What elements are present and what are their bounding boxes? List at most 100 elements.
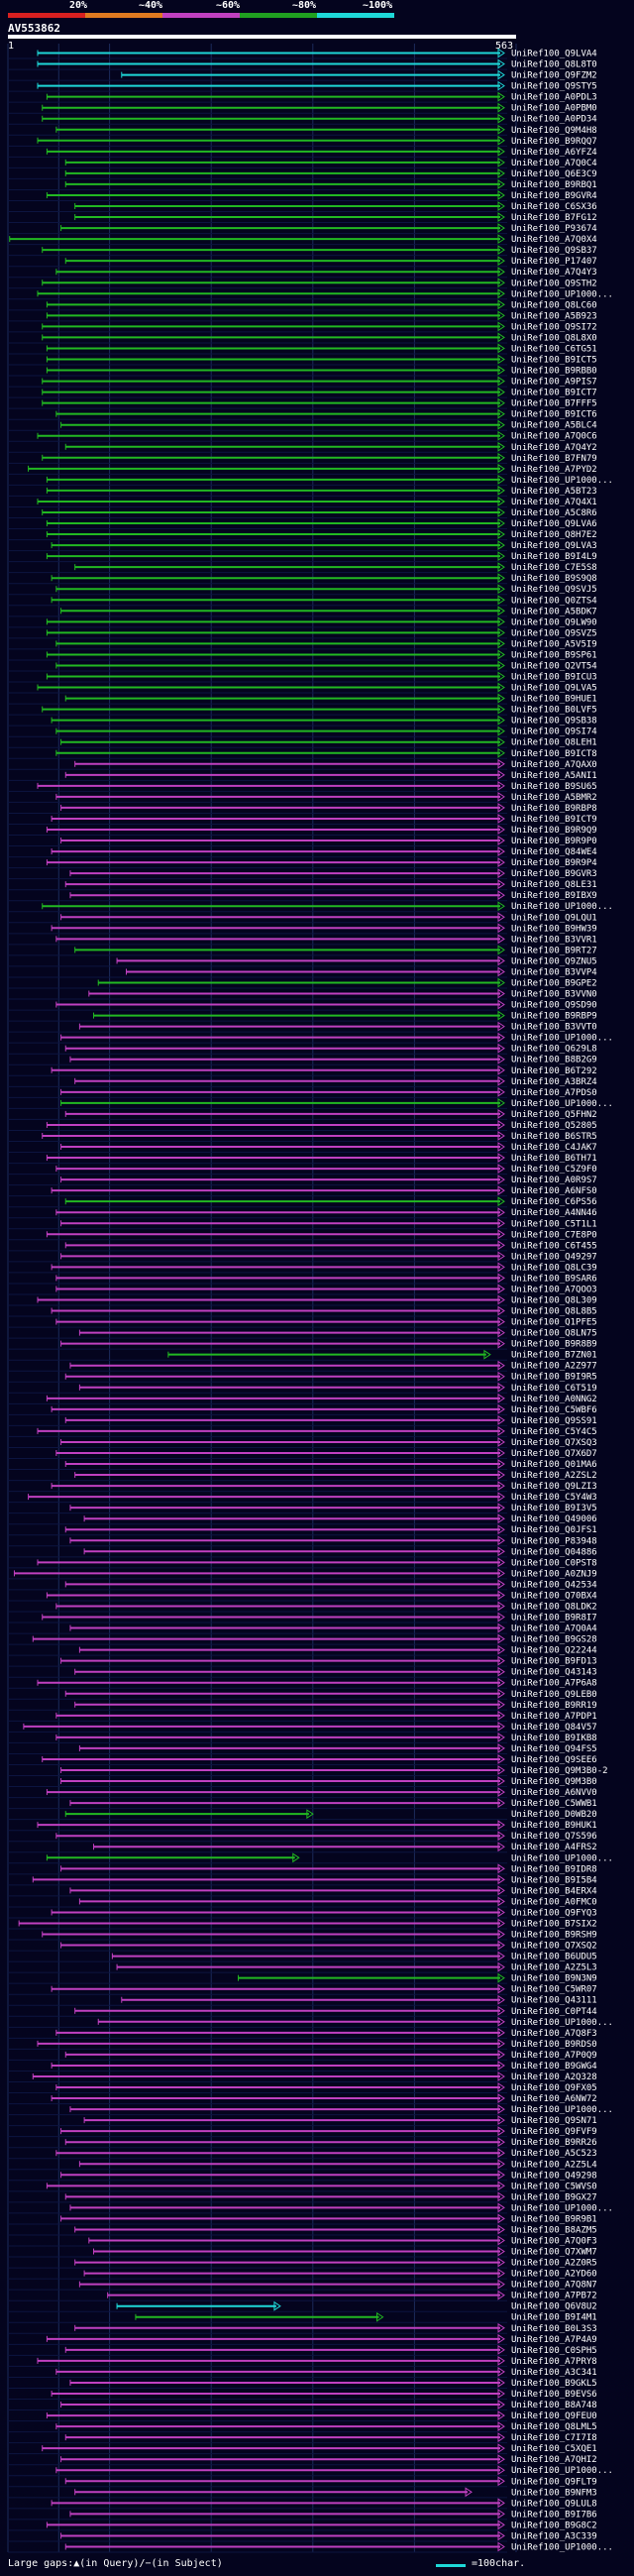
hit-label[interactable]: UniRef100_A5BT23 bbox=[511, 487, 597, 497]
hit-label[interactable]: UniRef100_A7Q4Y2 bbox=[511, 443, 597, 453]
hit-label[interactable]: UniRef100_UP1000... bbox=[511, 1034, 613, 1044]
hit-label[interactable]: UniRef100_Q9FLT9 bbox=[511, 2477, 597, 2487]
hit-label[interactable]: UniRef100_Q04886 bbox=[511, 1547, 597, 1557]
hit-row[interactable]: UniRef100_A0FMC0 bbox=[8, 1896, 597, 1908]
hit-label[interactable]: UniRef100_C7I7I8 bbox=[511, 2433, 597, 2443]
hit-label[interactable]: UniRef100_Q1PFE5 bbox=[511, 1318, 597, 1328]
hit-row[interactable]: UniRef100_P93674 bbox=[8, 223, 597, 235]
hit-row[interactable]: UniRef100_B8AZM5 bbox=[8, 2224, 597, 2236]
hit-label[interactable]: UniRef100_Q7XWM7 bbox=[511, 2248, 597, 2258]
hit-label[interactable]: UniRef100_A6NFS0 bbox=[511, 1186, 597, 1196]
hit-row[interactable]: UniRef100_A2Z0R5 bbox=[8, 2257, 597, 2269]
hit-label[interactable]: UniRef100_A7QOO3 bbox=[511, 1285, 597, 1294]
hit-label[interactable]: UniRef100_B8A748 bbox=[511, 2401, 597, 2410]
hit-label[interactable]: UniRef100_A7P4A9 bbox=[511, 2335, 597, 2345]
hit-row[interactable]: UniRef100_B7FN79 bbox=[8, 452, 597, 464]
hit-row[interactable]: UniRef100_C6T519 bbox=[8, 1382, 597, 1394]
hit-row[interactable]: UniRef100_Q7S596 bbox=[8, 1831, 597, 1843]
hit-row[interactable]: UniRef100_Q9M4H8 bbox=[8, 124, 597, 136]
hit-label[interactable]: UniRef100_B6TH71 bbox=[511, 1154, 597, 1164]
hit-label[interactable]: UniRef100_B9R8I7 bbox=[511, 1614, 597, 1624]
hit-row[interactable]: UniRef100_Q9LEB0 bbox=[8, 1688, 597, 1700]
hit-label[interactable]: UniRef100_P17407 bbox=[511, 257, 597, 267]
hit-row[interactable]: UniRef100_Q9FVF9 bbox=[8, 2126, 597, 2138]
hit-label[interactable]: UniRef100_A2Z5L3 bbox=[511, 1963, 597, 1973]
hit-row[interactable]: UniRef100_Q8LC60 bbox=[8, 299, 597, 311]
hit-label[interactable]: UniRef100_UP1000... bbox=[511, 2203, 613, 2213]
hit-label[interactable]: UniRef100_Q9SD90 bbox=[511, 1001, 597, 1011]
hit-label[interactable]: UniRef100_B8B2G9 bbox=[511, 1056, 597, 1065]
hit-row[interactable]: UniRef100_B3VVN0 bbox=[8, 988, 597, 1000]
hit-label[interactable]: UniRef100_A7Q4X1 bbox=[511, 498, 597, 507]
hit-row[interactable]: UniRef100_A6NVV0 bbox=[8, 1787, 597, 1799]
hit-row[interactable]: UniRef100_Q6E3C9 bbox=[8, 168, 597, 179]
hit-row[interactable]: UniRef100_A9PIS7 bbox=[8, 376, 597, 388]
hit-label[interactable]: UniRef100_B9SP61 bbox=[511, 650, 597, 660]
hit-row[interactable]: UniRef100_B9GWG4 bbox=[8, 2061, 597, 2072]
hit-label[interactable]: UniRef100_B9IKB8 bbox=[511, 1734, 597, 1743]
hit-label[interactable]: UniRef100_B9I9R5 bbox=[511, 1373, 597, 1383]
hit-label[interactable]: UniRef100_A7QAX0 bbox=[511, 760, 597, 770]
hit-label[interactable]: UniRef100_Q7S596 bbox=[511, 1832, 597, 1842]
hit-label[interactable]: UniRef100_Q9SVZ5 bbox=[511, 628, 597, 638]
hit-row[interactable]: UniRef100_A7Q0A4 bbox=[8, 1623, 597, 1634]
hit-label[interactable]: UniRef100_Q9FEU0 bbox=[511, 2411, 597, 2421]
hit-row[interactable]: UniRef100_A7Q0C4 bbox=[8, 157, 597, 168]
hit-row[interactable]: UniRef100_B9GVR3 bbox=[8, 868, 597, 880]
hit-label[interactable]: UniRef100_Q8H7E2 bbox=[511, 530, 597, 540]
hit-row[interactable]: UniRef100_Q9SVZ5 bbox=[8, 627, 597, 639]
hit-row[interactable]: UniRef100_Q9SI72 bbox=[8, 321, 597, 333]
hit-row[interactable]: UniRef100_Q7XSQ3 bbox=[8, 1437, 597, 1448]
hit-label[interactable]: UniRef100_C5Z9F0 bbox=[511, 1165, 597, 1175]
hit-label[interactable]: UniRef100_A7P0Q9 bbox=[511, 2051, 597, 2061]
hit-label[interactable]: UniRef100_A4FRS2 bbox=[511, 1843, 597, 1852]
hit-label[interactable]: UniRef100_Q8LC39 bbox=[511, 1263, 597, 1273]
hit-row[interactable]: UniRef100_A5ANI1 bbox=[8, 769, 597, 781]
hit-row[interactable]: UniRef100_A5B923 bbox=[8, 310, 597, 322]
hit-row[interactable]: UniRef100_C6T455 bbox=[8, 1240, 597, 1252]
hit-label[interactable]: UniRef100_B0L3S3 bbox=[511, 2324, 597, 2334]
hit-label[interactable]: UniRef100_B9R9B1 bbox=[511, 2214, 597, 2224]
hit-row[interactable]: UniRef100_A7Q4X1 bbox=[8, 497, 597, 507]
hit-label[interactable]: UniRef100_C5Y4C5 bbox=[511, 1427, 597, 1437]
hit-label[interactable]: UniRef100_C5XQE1 bbox=[511, 2444, 597, 2454]
hit-label[interactable]: UniRef100_A6NVV0 bbox=[511, 1788, 597, 1798]
hit-row[interactable]: UniRef100_C6TG51 bbox=[8, 343, 597, 355]
hit-row[interactable]: UniRef100_Q7X6D7 bbox=[8, 1448, 597, 1460]
hit-row[interactable]: UniRef100_B9ICT8 bbox=[8, 747, 597, 759]
hit-row[interactable]: UniRef100_Q52805 bbox=[8, 1120, 597, 1131]
hit-row[interactable]: UniRef100_UP1000... bbox=[8, 2541, 613, 2553]
hit-row[interactable]: UniRef100_Q9LVA4 bbox=[8, 48, 597, 59]
hit-row[interactable]: UniRef100_B6TH71 bbox=[8, 1153, 597, 1165]
hit-label[interactable]: UniRef100_A9PIS7 bbox=[511, 378, 597, 388]
hit-row[interactable]: UniRef100_B9SU65 bbox=[8, 780, 597, 792]
hit-row[interactable]: UniRef100_B9SP61 bbox=[8, 649, 597, 661]
hit-row[interactable]: UniRef100_UP1000... bbox=[8, 1097, 613, 1109]
hit-label[interactable]: UniRef100_C5Y4W3 bbox=[511, 1493, 597, 1503]
hit-row[interactable]: UniRef100_C0PT44 bbox=[8, 2005, 597, 2017]
hit-row[interactable]: UniRef100_Q9LVA6 bbox=[8, 518, 597, 530]
hit-label[interactable]: UniRef100_B9RBP9 bbox=[511, 1012, 597, 1022]
hit-label[interactable]: UniRef100_Q8LML5 bbox=[511, 2422, 597, 2432]
hit-row[interactable]: UniRef100_UP1000... bbox=[8, 1852, 613, 1864]
hit-row[interactable]: UniRef100_Q01MA6 bbox=[8, 1459, 597, 1471]
hit-label[interactable]: UniRef100_C5WBF6 bbox=[511, 1405, 597, 1415]
hit-row[interactable]: UniRef100_A7P6A8 bbox=[8, 1677, 597, 1689]
hit-label[interactable]: UniRef100_Q9SS91 bbox=[511, 1416, 597, 1426]
hit-row[interactable]: UniRef100_B9I4L9 bbox=[8, 551, 597, 563]
hit-label[interactable]: UniRef100_B9GX27 bbox=[511, 2192, 597, 2202]
hit-label[interactable]: UniRef100_C0PT44 bbox=[511, 2007, 597, 2017]
hit-row[interactable]: UniRef100_A7Q8F3 bbox=[8, 2027, 597, 2039]
hit-label[interactable]: UniRef100_B7SIX2 bbox=[511, 1919, 597, 1929]
hit-label[interactable]: UniRef100_B9EVS6 bbox=[511, 2390, 597, 2400]
hit-row[interactable]: UniRef100_B9RBP8 bbox=[8, 802, 597, 814]
hit-label[interactable]: UniRef100_A0PD34 bbox=[511, 115, 597, 125]
hit-row[interactable]: UniRef100_B9RBP9 bbox=[8, 1010, 597, 1022]
hit-label[interactable]: UniRef100_C5WVS0 bbox=[511, 2182, 597, 2191]
hit-row[interactable]: UniRef100_B9I5B4 bbox=[8, 1874, 597, 1886]
hit-row[interactable]: UniRef100_A2ZSL2 bbox=[8, 1470, 597, 1482]
hit-row[interactable]: UniRef100_B0L3S3 bbox=[8, 2322, 597, 2334]
hit-label[interactable]: UniRef100_D0WB20 bbox=[511, 1810, 597, 1820]
hit-label[interactable]: UniRef100_B9IDR8 bbox=[511, 1864, 597, 1874]
hit-label[interactable]: UniRef100_A5BLC4 bbox=[511, 421, 597, 431]
